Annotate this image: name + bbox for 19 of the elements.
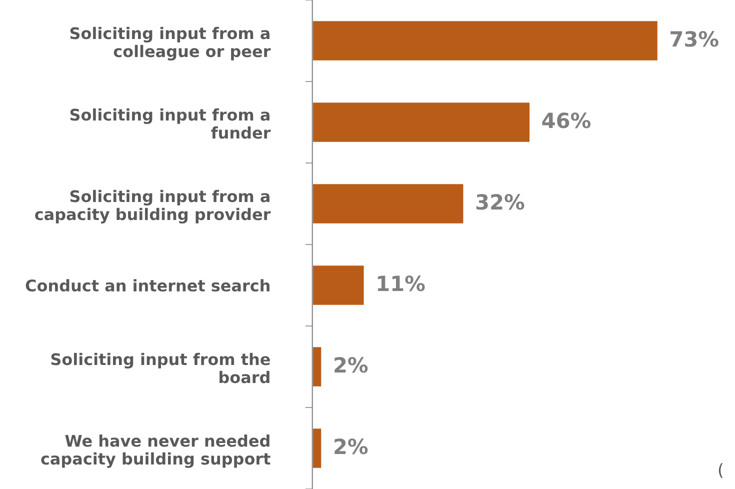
data-label: 2%	[334, 357, 368, 373]
bar	[312, 101, 531, 144]
y-tick-label: Soliciting input from a capacity building provider	[35, 190, 271, 224]
text: (	[718, 463, 723, 478]
data-label: 46%	[542, 112, 591, 128]
y-tick-label: We have never needed capacity building support	[41, 434, 270, 468]
data-label: 73%	[670, 31, 718, 47]
y-tick-label: Conduct an internet search	[26, 279, 270, 292]
data-label: 2%	[334, 438, 368, 454]
data-label: 32%	[476, 194, 524, 210]
data-label: 11%	[378, 276, 425, 292]
bar	[312, 20, 659, 62]
y-tick-label: Soliciting input from a funder	[70, 108, 271, 139]
bar	[312, 264, 366, 306]
bar	[312, 427, 323, 470]
y-tick-label: Soliciting input from a colleague or peer	[70, 26, 271, 60]
bar	[312, 182, 465, 225]
y-tick-label: Soliciting input from the board	[51, 352, 270, 384]
bar	[312, 346, 323, 388]
